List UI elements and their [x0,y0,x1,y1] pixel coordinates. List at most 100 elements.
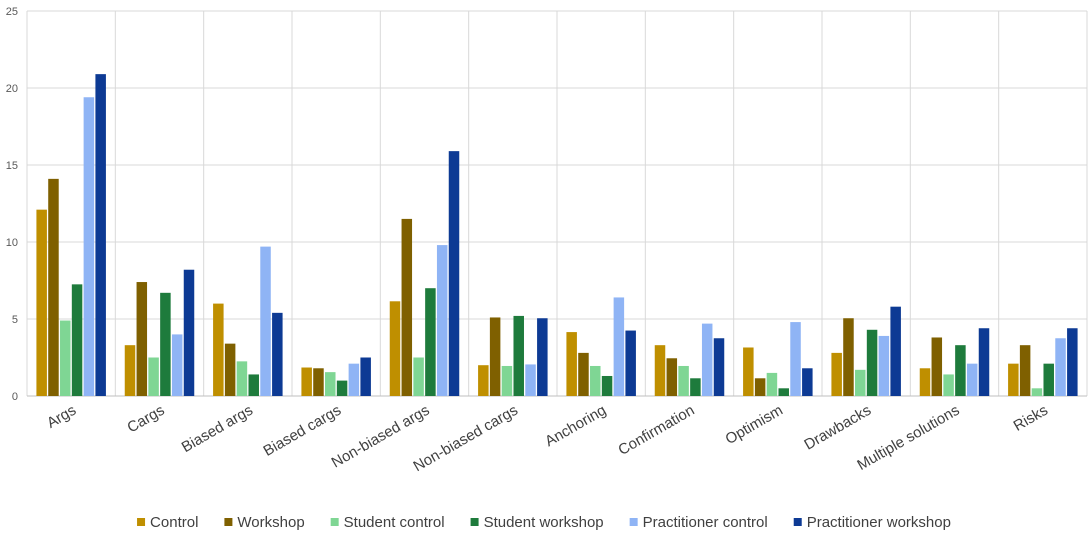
x-category-label: Biased cargs [261,402,345,460]
bar [831,352,842,396]
bar [943,374,954,396]
y-tick-label: 10 [6,237,18,249]
bar [1031,388,1043,396]
bar [690,378,701,396]
y-tick-label: 5 [12,314,18,326]
legend-label: Workshop [237,514,304,531]
legend-label: Control [150,514,198,531]
legend-item: Practitioner workshop [793,514,951,531]
legend-swatch [224,518,233,526]
bar [95,74,106,396]
y-tick-label: 15 [6,160,18,172]
x-category-label: Confirmation [615,402,697,459]
legend-item: Workshop [224,514,305,531]
bar [978,328,990,396]
bar [213,303,224,396]
bar [919,368,931,396]
bar [654,345,666,396]
bar [248,374,259,396]
bar [666,358,678,396]
x-category-label: Args [44,402,79,432]
x-category-label: Drawbacks [801,402,874,454]
bar [1008,363,1019,396]
legend-swatch [470,518,479,526]
bar [260,246,271,396]
bar [790,322,801,396]
legend-swatch [629,518,638,526]
bar [537,318,548,396]
legend-item: Practitioner control [629,514,768,531]
x-category-label: Cargs [124,402,167,437]
bar [48,178,59,396]
bar [843,318,854,396]
legend-label: Practitioner workshop [807,514,951,531]
bar [501,365,513,396]
bar [413,357,424,396]
bar [513,315,524,396]
x-category-label: Anchoring [542,402,609,450]
bar [778,388,789,396]
y-tick-label: 0 [12,391,18,403]
bar [136,282,148,396]
bar [931,337,943,396]
bar [1043,363,1054,396]
bar [890,306,901,396]
x-category-label: Optimism [722,402,785,448]
legend-swatch [330,518,339,526]
legend-item: Student workshop [470,514,604,531]
y-tick-label: 25 [6,6,18,18]
bar [489,317,501,396]
bar [148,357,159,396]
legend-item: Control [137,514,198,531]
bar [866,329,878,396]
bar [301,367,312,396]
bar [1055,338,1066,396]
bar [566,332,577,396]
legend-swatch [793,518,802,526]
y-axis-tick-labels: 0 5 10 15 20 25 [6,6,18,403]
bar [236,361,248,396]
x-axis-category-labels: Args Cargs Biased args Biased cargsNon-bias… [44,402,1051,476]
bar [448,151,460,396]
bar [1019,345,1031,396]
bar [855,369,866,396]
x-category-label: Biased args [179,402,256,456]
x-category-label: Risks [1011,402,1051,435]
legend-label: Practitioner control [643,514,768,531]
bar [401,218,413,396]
legend-label: Student workshop [484,514,604,531]
legend: Control Workshop Student control Student wo… [137,514,951,531]
bar [348,363,360,396]
bar [36,209,47,396]
bar [425,288,436,396]
bar [389,301,401,396]
bar [360,357,371,396]
bar [613,297,625,396]
legend-item: Student control [330,514,445,531]
bar [160,292,171,396]
bar [313,368,324,396]
bar [966,363,978,396]
legend-swatch [137,518,146,526]
bar [183,269,195,396]
bar [325,372,336,396]
bar [478,365,489,396]
bar [878,335,890,396]
bar [802,368,813,396]
gridlines [26,10,1088,397]
legend-label: Student control [344,514,445,531]
bar [71,284,83,396]
bar [590,365,601,396]
bar [224,343,236,396]
bar [578,352,589,396]
bar [83,97,95,397]
bar [171,334,183,396]
bar [60,320,71,396]
bar [525,364,536,396]
bar [766,372,778,396]
bar [1067,328,1078,396]
bar [955,345,966,396]
bar [754,378,766,396]
bar [436,245,448,396]
